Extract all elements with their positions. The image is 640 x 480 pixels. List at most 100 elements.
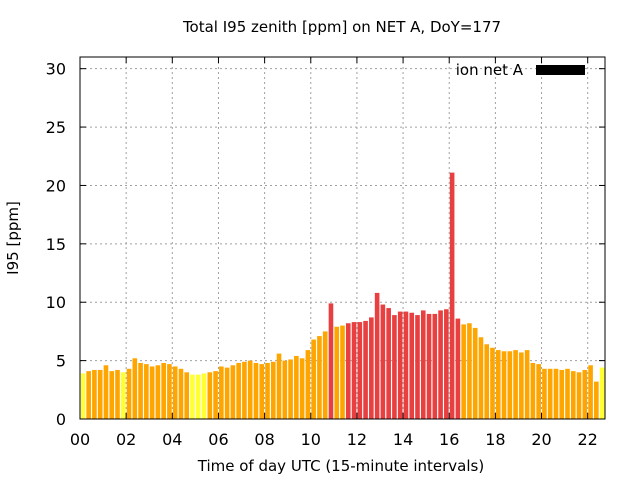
bar bbox=[409, 312, 415, 419]
bar bbox=[519, 352, 524, 419]
x-tick-label: 20 bbox=[531, 430, 551, 449]
x-tick-label: 08 bbox=[254, 430, 274, 449]
bar bbox=[397, 311, 403, 419]
bar bbox=[236, 362, 241, 419]
y-tick-label: 10 bbox=[46, 293, 66, 312]
bar bbox=[92, 369, 97, 419]
grid-lines bbox=[80, 57, 605, 419]
bar bbox=[461, 324, 466, 419]
bar bbox=[311, 339, 316, 419]
bar bbox=[542, 368, 547, 419]
bar bbox=[536, 364, 541, 419]
bar bbox=[132, 358, 138, 419]
bar bbox=[340, 325, 345, 419]
bar bbox=[449, 172, 455, 419]
x-tick-label: 14 bbox=[393, 430, 413, 449]
x-tick-label: 16 bbox=[439, 430, 459, 449]
bar bbox=[392, 315, 397, 419]
bar bbox=[524, 350, 530, 419]
legend-label: ion net A bbox=[456, 61, 524, 79]
bar bbox=[103, 365, 109, 419]
bar bbox=[495, 350, 501, 419]
bar bbox=[363, 320, 368, 419]
bar bbox=[178, 368, 184, 419]
bar bbox=[565, 368, 570, 419]
bar bbox=[351, 322, 357, 419]
legend-swatch bbox=[536, 65, 585, 75]
bar bbox=[207, 372, 213, 419]
bar bbox=[288, 359, 293, 419]
bar bbox=[247, 360, 253, 419]
bars bbox=[81, 172, 605, 419]
bar bbox=[403, 311, 409, 419]
bar bbox=[444, 309, 449, 419]
bar bbox=[467, 323, 472, 419]
bar bbox=[184, 372, 190, 419]
bar bbox=[501, 351, 507, 419]
bar bbox=[455, 318, 461, 419]
bar bbox=[415, 315, 420, 419]
bar bbox=[299, 358, 305, 419]
bar bbox=[484, 344, 490, 419]
bar bbox=[144, 364, 149, 419]
bar bbox=[588, 365, 593, 419]
x-tick-label: 12 bbox=[347, 430, 367, 449]
bar bbox=[582, 369, 588, 419]
bar bbox=[432, 313, 438, 419]
bar bbox=[317, 336, 322, 419]
bar bbox=[576, 372, 582, 419]
bar bbox=[242, 361, 247, 419]
bar bbox=[472, 327, 478, 419]
bar bbox=[109, 371, 115, 419]
bar bbox=[190, 374, 195, 419]
bar bbox=[374, 292, 380, 419]
bar bbox=[386, 308, 391, 419]
bar bbox=[594, 381, 599, 419]
bar bbox=[138, 362, 143, 419]
y-tick-label: 5 bbox=[56, 352, 66, 371]
bar bbox=[420, 310, 426, 419]
bar bbox=[530, 362, 536, 419]
x-tick-label: 18 bbox=[485, 430, 505, 449]
y-tick-label: 20 bbox=[46, 176, 66, 195]
bar bbox=[570, 371, 576, 419]
bar bbox=[599, 367, 605, 419]
bar bbox=[126, 368, 132, 419]
bar bbox=[513, 350, 518, 419]
bar bbox=[369, 317, 374, 419]
bar bbox=[219, 366, 224, 419]
bar bbox=[345, 323, 351, 419]
chart-title: Total I95 zenith [ppm] on NET A, DoY=177 bbox=[182, 18, 501, 36]
bar bbox=[201, 373, 207, 419]
bar bbox=[115, 369, 120, 419]
bar bbox=[478, 337, 484, 419]
bar bbox=[282, 360, 288, 419]
bar bbox=[120, 372, 126, 419]
bar bbox=[149, 366, 155, 419]
bar bbox=[265, 362, 270, 419]
x-tick-label: 04 bbox=[162, 430, 182, 449]
y-tick-label: 30 bbox=[46, 60, 66, 79]
bar bbox=[322, 331, 328, 419]
x-tick-label: 06 bbox=[208, 430, 228, 449]
bar bbox=[224, 367, 230, 419]
y-tick-label: 25 bbox=[46, 118, 66, 137]
bar bbox=[155, 365, 161, 419]
bar bbox=[167, 364, 172, 419]
bar bbox=[270, 361, 276, 419]
x-tick-label: 02 bbox=[116, 430, 136, 449]
x-tick-label: 22 bbox=[578, 430, 598, 449]
bar bbox=[195, 374, 201, 419]
bar bbox=[334, 326, 340, 419]
bar bbox=[161, 362, 166, 419]
bar bbox=[357, 322, 363, 419]
bar bbox=[328, 303, 334, 419]
bar bbox=[490, 347, 495, 419]
bar bbox=[86, 371, 91, 419]
bar bbox=[259, 364, 265, 419]
x-axis-label: Time of day UTC (15-minute intervals) bbox=[197, 457, 484, 475]
y-axis-label: I95 [ppm] bbox=[4, 201, 22, 275]
bar bbox=[507, 351, 513, 419]
bar bbox=[305, 350, 311, 419]
